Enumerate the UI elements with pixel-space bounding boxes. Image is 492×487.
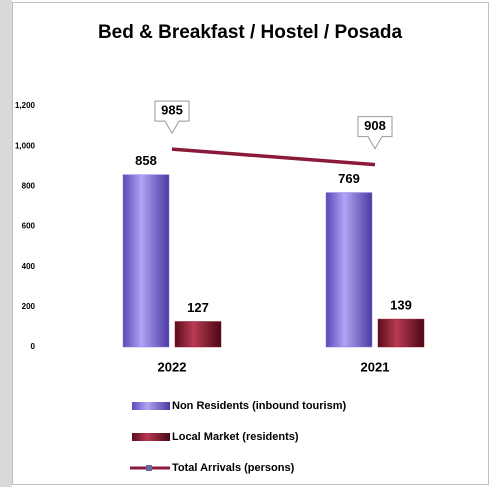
y-tick-label: 200 [22, 302, 36, 311]
data-label: 139 [390, 298, 412, 313]
legend-symbol [132, 402, 170, 410]
legend-label: Non Residents (inbound tourism) [172, 400, 346, 412]
legend-label: Total Arrivals (persons) [172, 462, 295, 474]
data-label: 858 [135, 153, 157, 168]
callout [154, 100, 190, 135]
data-label: 908 [364, 118, 386, 133]
x-tick-label: 2022 [158, 359, 187, 374]
callout [357, 116, 393, 150]
y-tick-label: 400 [22, 262, 36, 271]
y-tick-label: 1,000 [15, 141, 36, 150]
bar [377, 318, 425, 348]
bar [122, 174, 170, 348]
side-strip [0, 0, 12, 487]
x-tick-label: 2021 [361, 359, 390, 374]
y-tick-label: 800 [22, 181, 36, 190]
y-tick-label: 600 [22, 222, 36, 231]
y-tick-label: 1,200 [15, 101, 36, 110]
chart-title: Bed & Breakfast / Hostel / Posada [98, 22, 403, 43]
bar [174, 321, 222, 348]
legend-marker [146, 465, 152, 471]
data-label: 985 [161, 103, 183, 118]
legend-symbol [132, 433, 170, 441]
total-line [171, 147, 376, 167]
chart-frame [12, 2, 489, 485]
legend-label: Local Market (residents) [172, 431, 299, 443]
y-tick-label: 0 [31, 342, 36, 351]
bar [325, 192, 373, 348]
data-label: 769 [338, 171, 360, 186]
data-label: 127 [187, 300, 209, 315]
